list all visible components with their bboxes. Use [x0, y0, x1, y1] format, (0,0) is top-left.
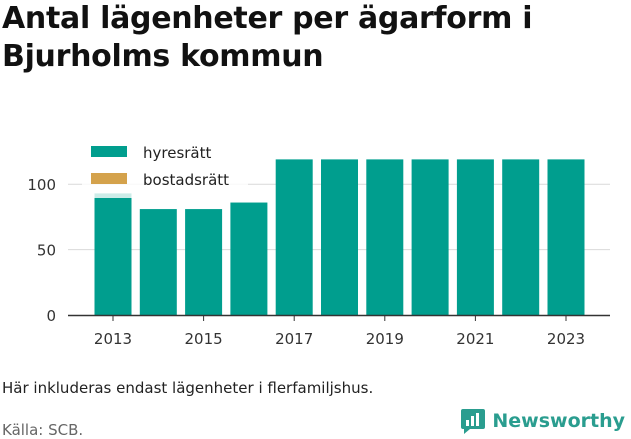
legend-label-bostadsrätt: bostadsrätt	[143, 171, 229, 189]
brand-name: Newsworthy	[492, 410, 625, 432]
bars	[68, 159, 610, 317]
bar-hyresrätt-2019	[366, 159, 404, 315]
bar-hyresrätt-2020	[411, 159, 449, 315]
bar-hyresrätt-2018	[321, 159, 358, 315]
bar-hyresrätt-2016	[230, 202, 268, 315]
brand-logo[interactable]: Newsworthy	[460, 407, 625, 435]
x-tick-label: 2019	[366, 330, 404, 348]
x-tick-label: 2023	[547, 330, 585, 348]
bar-hyresrätt-2015	[185, 209, 223, 315]
newsworthy-logo-icon	[461, 409, 486, 434]
chart-note: Här inkluderas endast lägenheter i flerf…	[2, 379, 374, 397]
bar-chart: 0 50 100 2013 2015 2017 2019 2021 2023 hyresrät…	[27, 141, 610, 348]
bar-hyresrätt-2023	[547, 159, 585, 315]
bar-hyresrätt-2013	[94, 193, 132, 315]
legend: hyresrätt bostadsrätt	[82, 141, 248, 198]
bar-hyresrätt-2017	[275, 159, 313, 315]
x-tick-label: 2015	[185, 330, 223, 348]
x-axis-ticks: 2013 2015 2017 2019 2021 2023	[94, 315, 585, 348]
bar-hyresrätt-2014	[139, 209, 177, 315]
bar-hyresrätt-2022	[502, 159, 540, 315]
chart-title: Antal lägenheter per ägarform i Bjurholm…	[2, 1, 533, 74]
x-tick-label: 2021	[456, 330, 494, 348]
x-tick-label: 2013	[94, 330, 132, 348]
legend-label-hyresrätt: hyresrätt	[143, 144, 212, 162]
bar-hyresrätt-2021	[456, 159, 494, 315]
y-tick-label: 50	[37, 242, 56, 260]
source-text: Källa: SCB.	[2, 421, 84, 439]
y-tick-label: 100	[27, 176, 56, 194]
x-tick-label: 2017	[275, 330, 313, 348]
legend-swatch-bostadsrätt	[91, 173, 127, 184]
y-axis-ticks: 0 50 100	[27, 176, 56, 325]
y-tick-label: 0	[46, 307, 56, 325]
legend-swatch-hyresrätt	[91, 146, 127, 157]
